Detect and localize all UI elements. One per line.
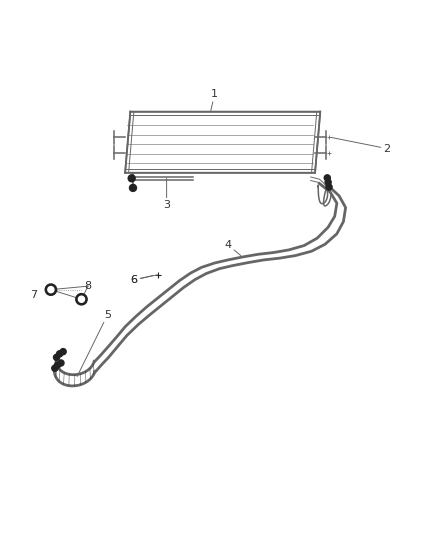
- Text: 6: 6: [131, 274, 158, 285]
- Text: 4: 4: [224, 240, 241, 256]
- Circle shape: [325, 179, 331, 185]
- Circle shape: [78, 296, 85, 302]
- Circle shape: [60, 349, 66, 354]
- Circle shape: [326, 184, 332, 190]
- Text: 3: 3: [163, 179, 170, 211]
- Circle shape: [324, 175, 330, 181]
- Text: 8: 8: [85, 281, 92, 291]
- Circle shape: [53, 354, 60, 360]
- Circle shape: [76, 294, 87, 305]
- Circle shape: [57, 351, 63, 357]
- Circle shape: [52, 365, 58, 372]
- Text: 5: 5: [77, 310, 111, 376]
- Text: 1: 1: [211, 89, 218, 111]
- Circle shape: [58, 360, 64, 366]
- Circle shape: [128, 175, 135, 182]
- Text: 7: 7: [30, 290, 37, 300]
- Circle shape: [54, 362, 60, 368]
- Circle shape: [48, 287, 54, 293]
- Text: 6: 6: [131, 274, 138, 285]
- Text: 2: 2: [331, 138, 391, 154]
- Circle shape: [45, 284, 57, 295]
- Circle shape: [130, 184, 137, 191]
